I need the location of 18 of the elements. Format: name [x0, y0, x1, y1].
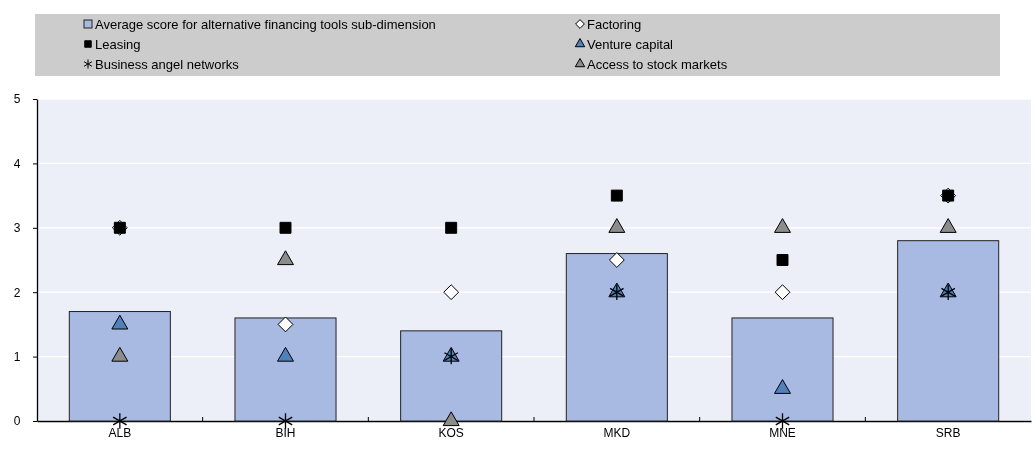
y-tick-label: 3 — [13, 221, 21, 236]
x-tick-label: MNE — [769, 426, 796, 441]
legend-label: Venture capital — [587, 36, 674, 52]
legend-label: Access to stock markets — [587, 56, 728, 72]
y-tick-label: 2 — [13, 285, 21, 300]
legend-label: Business angel networks — [95, 56, 240, 72]
y-tick-label: 4 — [13, 156, 21, 171]
y-tick-label: 1 — [13, 349, 21, 364]
y-tick-label: 0 — [13, 414, 21, 429]
legend-label: Leasing — [95, 36, 141, 52]
legend-label: Average score for alternative financing tools sub-dimension — [95, 16, 436, 32]
y-tick-label: 5 — [13, 92, 21, 107]
x-tick-label: KOS — [438, 426, 464, 441]
x-tick-label: BIH — [275, 426, 296, 441]
x-tick-label: ALB — [108, 426, 132, 441]
x-tick-label: SRB — [935, 426, 961, 441]
legend-label: Factoring — [587, 16, 642, 32]
x-tick-label: MKD — [603, 426, 631, 441]
